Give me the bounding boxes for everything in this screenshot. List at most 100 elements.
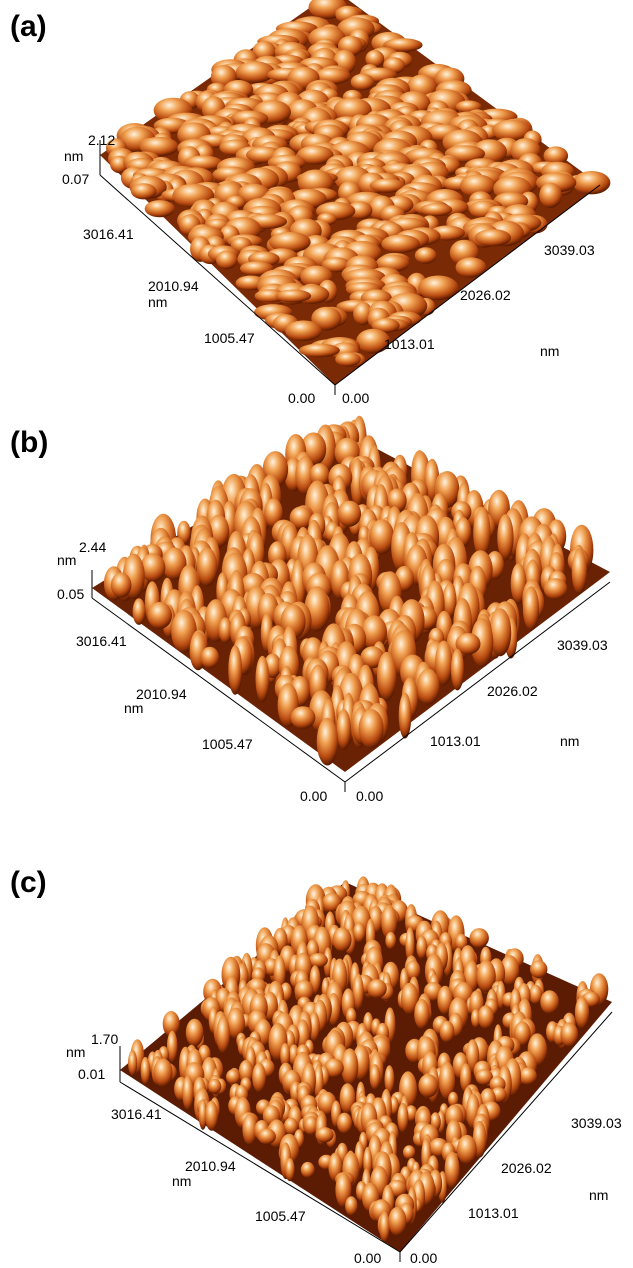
surface-grain <box>385 931 397 950</box>
surface-grain <box>510 563 527 604</box>
surface-grain <box>471 1009 481 1028</box>
surface-grain <box>383 38 423 52</box>
surface-grain <box>571 548 587 595</box>
surface-grain <box>283 1117 299 1135</box>
surface-grain <box>369 1064 381 1090</box>
panel-label: (a) <box>10 10 47 43</box>
y-tick-0: 0.00 <box>288 390 316 406</box>
surface-grain <box>369 519 395 555</box>
surface-grain <box>255 655 270 703</box>
surface-grain <box>543 578 568 600</box>
surface-grain <box>459 174 496 198</box>
surface-grain <box>110 572 132 598</box>
x-tick-3: 3039.03 <box>544 242 595 258</box>
surface-grain <box>356 328 390 354</box>
surface-grain <box>377 651 397 701</box>
surface-grain <box>367 979 387 998</box>
z-axis-unit: nm <box>66 1044 86 1060</box>
surface-grain <box>316 717 339 766</box>
surface-grain <box>371 318 400 333</box>
surface-grain <box>144 200 175 218</box>
x-tick-0: 0.00 <box>342 390 370 406</box>
y-axis-unit: nm <box>172 1173 192 1189</box>
y-tick-2: 2010.94 <box>136 686 187 702</box>
surface-grain <box>226 1069 241 1085</box>
surface-grain <box>384 1065 395 1094</box>
y-tick-2: 2010.94 <box>148 278 199 294</box>
x-tick-0: 0.00 <box>356 788 384 804</box>
surface-grain <box>161 547 187 580</box>
surface-grain <box>369 178 406 193</box>
afm-panel-a: (a) nm 2.12 0.07 3016.41 2010.94 nm 1005… <box>0 0 633 420</box>
surface-grain <box>540 990 559 1014</box>
y-tick-1: 1005.47 <box>255 1208 306 1224</box>
surface-grain <box>242 1113 258 1145</box>
surface-grain <box>405 960 421 981</box>
surface-grain <box>381 234 420 253</box>
surface-features <box>103 415 594 766</box>
surface-grain <box>166 1030 178 1063</box>
surface-grain <box>529 984 543 1005</box>
surface-grain <box>518 1067 537 1085</box>
z-axis-max: 2.44 <box>79 539 107 555</box>
surface-grain <box>285 1158 295 1182</box>
surface-grain <box>473 507 491 559</box>
surface-grain <box>196 547 218 587</box>
x-axis-unit: nm <box>540 343 560 359</box>
x-tick-2: 2026.02 <box>460 287 511 303</box>
surface-grain <box>361 615 387 650</box>
surface-grain <box>280 1043 291 1068</box>
surface-grain <box>476 960 496 993</box>
surface-grain <box>388 1206 407 1236</box>
surface-grain <box>337 500 362 527</box>
y-tick-3: 3016.41 <box>111 1106 162 1122</box>
surface-grain <box>298 343 340 358</box>
surface-grain <box>311 306 342 331</box>
x-tick-3: 3039.03 <box>557 637 608 653</box>
surface-grain <box>474 229 512 247</box>
surface-grain <box>324 1058 344 1078</box>
surface-grain <box>403 1145 416 1160</box>
x-tick-2: 2026.02 <box>487 683 538 699</box>
surface-grain <box>414 999 430 1030</box>
surface-grain <box>530 960 548 979</box>
z-axis-min: 0.01 <box>78 1066 106 1082</box>
surface-grain <box>205 1100 219 1131</box>
surface-grain <box>400 982 419 1015</box>
afm-panel-c: (c) nm 1.70 0.01 3016.41 2010.94 nm 1005… <box>0 860 633 1268</box>
surface-grain <box>296 145 334 165</box>
afm-surface-image <box>99 0 611 395</box>
x-tick-2: 2026.02 <box>501 1160 552 1176</box>
surface-grain <box>560 1022 578 1047</box>
surface-grain <box>435 640 453 686</box>
surface-grain <box>315 1127 334 1143</box>
surface-grain <box>398 692 412 739</box>
surface-grain <box>460 1063 472 1093</box>
surface-grain <box>308 1011 320 1042</box>
x-tick-0: 0.00 <box>410 1250 438 1266</box>
surface-grain <box>182 1075 194 1111</box>
surface-grain <box>321 257 351 273</box>
surface-grain <box>405 927 415 964</box>
surface-grain <box>437 985 453 1015</box>
surface-grain <box>358 709 384 749</box>
surface-grain <box>264 498 283 528</box>
surface-grain <box>414 247 437 264</box>
surface-grain <box>489 608 512 657</box>
surface-grain <box>457 1134 477 1165</box>
surface-grain <box>539 182 562 208</box>
surface-grain <box>444 1151 460 1189</box>
surface-grain <box>140 1056 151 1085</box>
surface-grain <box>239 261 274 276</box>
y-tick-2: 2010.94 <box>185 1158 236 1174</box>
surface-grain <box>497 514 514 561</box>
surface-grain <box>216 250 238 270</box>
surface-grain <box>448 1091 459 1108</box>
surface-grain <box>360 646 385 669</box>
surface-grain <box>475 1069 493 1085</box>
surface-grain <box>418 275 459 301</box>
surface-grain <box>198 1099 208 1130</box>
surface-grain <box>379 1211 390 1243</box>
surface-grain <box>353 922 366 943</box>
surface-grain <box>365 49 385 68</box>
